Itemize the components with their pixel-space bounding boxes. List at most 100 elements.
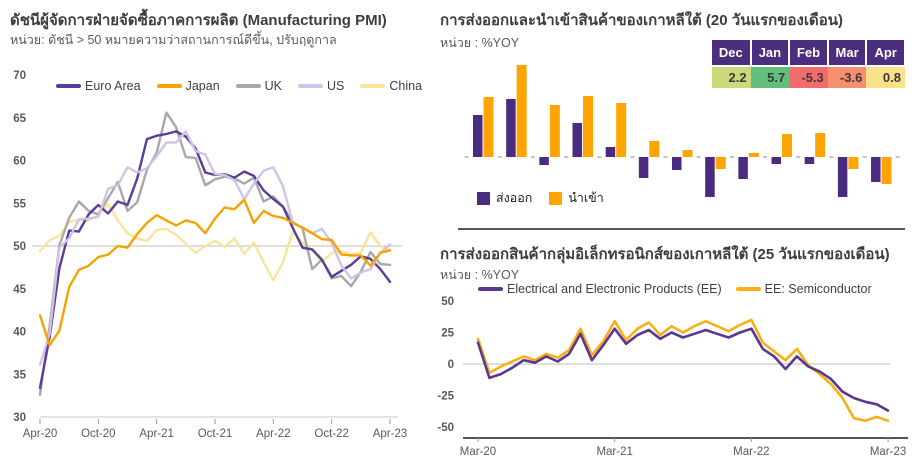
pmi-legend: Euro Area Japan UK US China xyxy=(56,79,422,93)
export-bar-apr-23 xyxy=(871,157,881,182)
import-bar-may-22 xyxy=(516,65,527,157)
import-bar-apr-23 xyxy=(881,157,892,184)
ee-subtitle: หน่วย : %YOY xyxy=(440,268,520,282)
svg-text:Apr-22: Apr-22 xyxy=(256,428,291,440)
legend-swatch xyxy=(478,287,503,291)
legend-swatch xyxy=(235,84,261,88)
ee-legend: Electrical and Electronic Products (EE) E… xyxy=(478,282,872,296)
pmi-line-us xyxy=(38,130,392,366)
svg-text:Oct-21: Oct-21 xyxy=(198,428,233,440)
legend-swatch xyxy=(56,84,81,88)
pmi-line-euro-area xyxy=(38,130,392,390)
svg-text:70: 70 xyxy=(13,70,26,82)
legend-item--: ส่งออก xyxy=(477,188,532,208)
import-bar-feb-23 xyxy=(815,133,826,157)
legend-label: UK xyxy=(264,79,283,93)
table-header-apr: Apr xyxy=(866,40,906,67)
legend-label: China xyxy=(389,79,423,93)
export-bar-may-22 xyxy=(506,99,516,157)
import-bar-sep-22 xyxy=(649,141,660,157)
ee-line-electrical-and-electronic-products-ee- xyxy=(476,327,890,412)
import-bar-apr-22 xyxy=(483,97,494,157)
table-header-mar: Mar xyxy=(827,40,868,67)
import-bar-oct-22 xyxy=(682,150,693,157)
svg-text:40: 40 xyxy=(13,327,26,339)
monthly-yoy-table: Dec Jan Feb Mar Apr 2.2 5.7 -5.3 -3.6 0.8 xyxy=(712,40,906,88)
svg-text:Apr-21: Apr-21 xyxy=(139,428,174,440)
svg-text:Oct-20: Oct-20 xyxy=(81,428,116,440)
pmi-title: ดัชนีผู้จัดการฝ่ายจัดซื้อภาคการผลิต (Man… xyxy=(10,12,387,29)
legend-swatch xyxy=(298,84,324,88)
legend-item-uk: UK xyxy=(235,79,283,93)
import-bar-aug-22 xyxy=(616,103,627,157)
legend-swatch xyxy=(360,84,386,88)
export-bar-sep-22 xyxy=(638,157,649,178)
svg-text:50: 50 xyxy=(13,241,26,253)
svg-text:35: 35 xyxy=(13,369,26,381)
ee-chart: 50 25 0 -25 -50 Mar-20 Mar-21 Mar-22 Mar-23 xyxy=(437,296,908,458)
table-value-cell: -3.6 xyxy=(827,66,867,88)
import-bar-jun-22 xyxy=(549,105,560,157)
svg-text:30: 30 xyxy=(13,412,26,424)
export-bar-mar-23 xyxy=(837,157,848,197)
legend-label: Electrical and Electronic Products (EE) xyxy=(507,282,722,296)
korea-trade-title: การส่งออกและนำเข้าสินค้าของเกาหลีใต้ (20… xyxy=(440,12,843,29)
legend-swatch xyxy=(477,191,490,205)
pmi-line-japan xyxy=(38,198,392,347)
legend-label: Japan xyxy=(185,79,220,93)
pmi-subtitle: หน่วย: ดัชนี > 50 หมายความว่าสถานการณ์ดี… xyxy=(10,33,337,47)
export-bar-feb-23 xyxy=(804,157,815,164)
legend-item--: นำเข้า xyxy=(549,188,604,208)
export-bar-oct-22 xyxy=(672,157,682,170)
legend-item-us: US xyxy=(298,79,344,93)
legend-label: US xyxy=(327,79,345,93)
svg-text:Mar-21: Mar-21 xyxy=(596,446,632,458)
svg-text:45: 45 xyxy=(13,284,26,296)
ee-line-ee-semiconductor xyxy=(476,318,890,422)
export-bar-jun-22 xyxy=(539,157,549,165)
import-bar-nov-22 xyxy=(715,157,726,169)
svg-text:60: 60 xyxy=(13,156,26,168)
legend-item-ee-semiconductor: EE: Semiconductor xyxy=(735,282,872,296)
legend-item-electrical-and-electronic-products-ee-: Electrical and Electronic Products (EE) xyxy=(478,282,722,296)
legend-label: ส่งออก xyxy=(496,191,533,205)
svg-text:0: 0 xyxy=(448,359,454,371)
svg-text:Oct-22: Oct-22 xyxy=(314,428,349,440)
legend-swatch xyxy=(735,287,761,291)
svg-text:Apr-20: Apr-20 xyxy=(23,428,58,440)
korea-trade-legend: ส่งออก นำเข้า xyxy=(477,188,604,208)
table-value-cell: 5.7 xyxy=(750,66,790,88)
import-bar-mar-23 xyxy=(848,157,859,169)
legend-swatch xyxy=(549,191,563,205)
import-bar-jul-22 xyxy=(583,96,594,157)
table-header-dec: Dec xyxy=(712,40,752,67)
export-bar-jan-23 xyxy=(771,157,782,164)
export-bar-dec-22 xyxy=(738,157,748,179)
pmi-chart: 70 65 60 55 50 45 40 35 30 Apr-20 Oct-20 Apr-21 Oct-… xyxy=(13,70,407,440)
svg-text:55: 55 xyxy=(13,198,26,210)
export-bar-aug-22 xyxy=(605,147,616,157)
svg-text:Mar-20: Mar-20 xyxy=(460,446,496,458)
legend-item-euro-area: Euro Area xyxy=(56,79,141,93)
table-value-cell: -5.3 xyxy=(789,66,828,88)
svg-text:50: 50 xyxy=(441,296,454,308)
svg-text:65: 65 xyxy=(13,113,26,125)
legend-swatch xyxy=(156,84,182,88)
legend-label: นำเข้า xyxy=(568,191,604,205)
table-value-cell: 0.8 xyxy=(866,66,905,88)
import-bar-jan-23 xyxy=(782,134,793,157)
pmi-line-china xyxy=(38,202,392,282)
svg-text:-50: -50 xyxy=(437,422,454,434)
table-value-cell: 2.2 xyxy=(712,66,751,88)
korea-trade-bar-chart xyxy=(458,65,905,230)
legend-label: EE: Semiconductor xyxy=(764,282,872,296)
legend-item-japan: Japan xyxy=(156,79,220,93)
export-bar-jul-22 xyxy=(572,123,583,157)
legend-label: Euro Area xyxy=(85,79,141,93)
ee-title: การส่งออกสินค้ากลุ่มอิเล็กทรอนิกส์ของเกา… xyxy=(440,246,890,263)
table-header-feb: Feb xyxy=(789,40,829,67)
export-bar-nov-22 xyxy=(705,157,715,197)
svg-text:-25: -25 xyxy=(437,391,454,403)
import-bar-dec-22 xyxy=(748,153,759,157)
svg-text:Mar-23: Mar-23 xyxy=(870,446,906,458)
